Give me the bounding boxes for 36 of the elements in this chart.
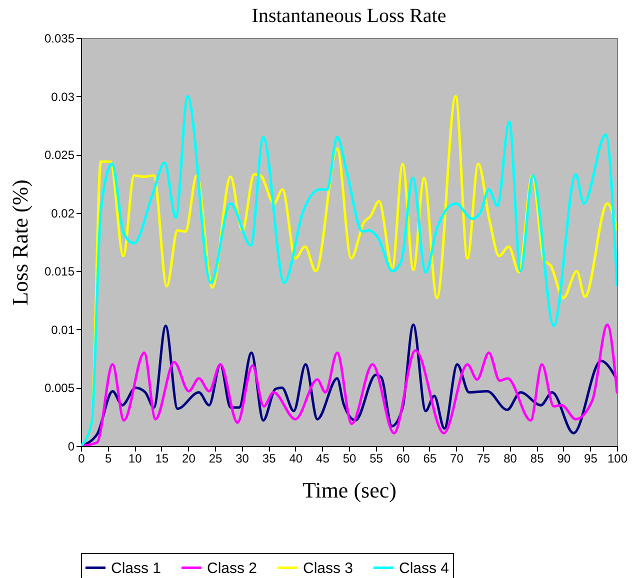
x-tick-label: 10 (128, 452, 142, 466)
y-tick-label: 0 (68, 440, 75, 454)
x-tick-label: 0 (78, 452, 86, 466)
x-axis-title: Time (sec) (302, 478, 396, 502)
x-tick-label: 70 (450, 452, 464, 466)
x-tick-label: 20 (182, 452, 196, 466)
x-tick-label: 45 (316, 452, 330, 466)
x-tick-label: 40 (289, 452, 303, 466)
x-tick-label: 95 (584, 452, 598, 466)
x-tick-label: 15 (155, 452, 169, 466)
x-tick-label: 60 (396, 452, 410, 466)
y-tick-label: 0.03 (51, 90, 75, 104)
x-tick-label: 100 (607, 452, 628, 466)
x-tick-label: 35 (262, 452, 276, 466)
y-axis-title: Loss Rate (%) (7, 180, 32, 306)
x-tick-label: 90 (557, 452, 571, 466)
legend-label: Class 3 (303, 560, 354, 577)
y-tick-label: 0.005 (44, 381, 75, 396)
x-tick-label: 25 (208, 452, 222, 466)
x-tick-label: 65 (423, 452, 437, 466)
legend-label: Class 4 (399, 560, 450, 577)
x-tick-label: 55 (370, 452, 384, 466)
y-tick-label: 0.025 (44, 148, 75, 162)
y-tick-label: 0.01 (51, 322, 75, 337)
y-tick-label: 0.015 (44, 264, 75, 279)
legend-label: Class 2 (207, 560, 258, 577)
x-tick-label: 50 (342, 452, 356, 466)
x-tick-label: 85 (530, 452, 544, 466)
x-tick-label: 75 (476, 452, 490, 466)
y-tick-label: 0.035 (44, 32, 75, 46)
legend-label: Class 1 (111, 560, 162, 577)
x-tick-label: 80 (504, 452, 518, 466)
x-tick-label: 5 (104, 452, 112, 466)
x-tick-label: 30 (236, 452, 250, 466)
chart-title: Instantaneous Loss Rate (252, 5, 446, 27)
y-tick-label: 0.02 (51, 206, 75, 220)
